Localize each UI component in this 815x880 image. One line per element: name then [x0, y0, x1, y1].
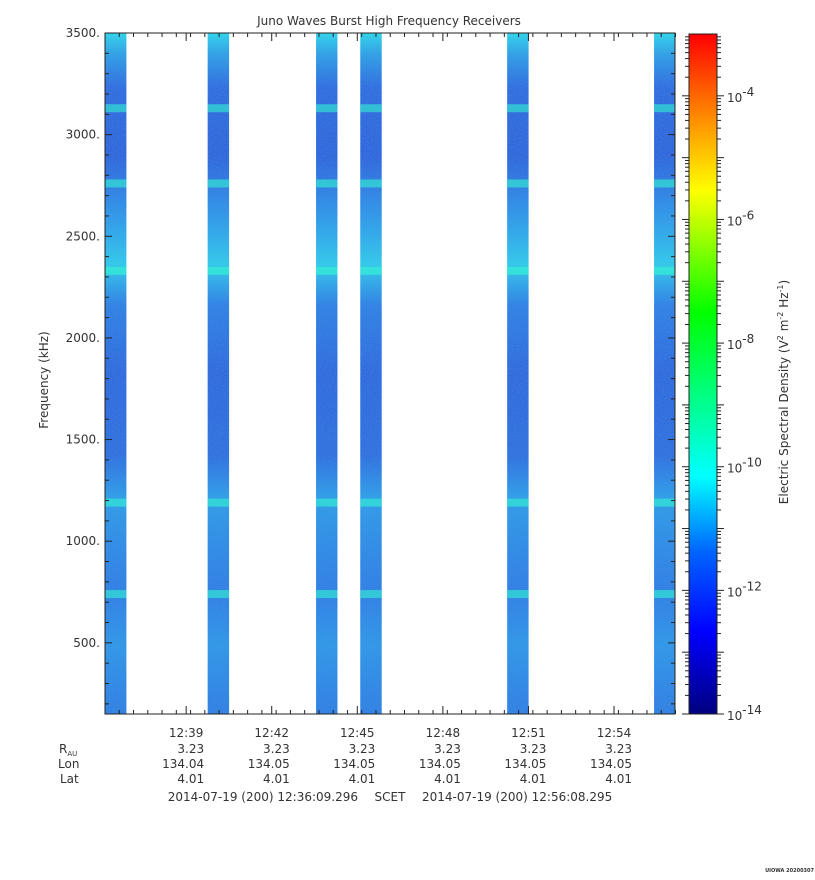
ephemeris-table: RAU Lon Lat 3.23134.044.013.23134.054.01… — [58, 742, 632, 786]
bright-band — [360, 179, 382, 188]
chart-title: Juno Waves Burst High Frequency Receiver… — [256, 14, 521, 28]
lat-label: Lat — [60, 772, 79, 786]
y-tick-label: 2500. — [66, 229, 100, 243]
bright-band — [105, 104, 127, 113]
x-tick-label: 12:48 — [426, 726, 461, 740]
bright-band — [360, 590, 382, 599]
bright-band — [360, 266, 382, 275]
bright-band — [207, 104, 230, 113]
y-tick-label: 500. — [73, 636, 100, 650]
bright-band — [316, 266, 338, 275]
x-tick-label: 12:39 — [169, 726, 204, 740]
y-tick-label: 1000. — [66, 534, 100, 548]
footer-stamp: UIOWA 20200307 — [765, 868, 814, 874]
bright-band — [105, 498, 127, 507]
burst-columns — [105, 33, 675, 714]
bright-bands — [105, 104, 675, 599]
bright-band — [207, 179, 230, 188]
bright-band — [507, 498, 529, 507]
bright-band — [507, 179, 529, 188]
y-tick-label: 3000. — [66, 128, 100, 142]
lon-value: 134.05 — [333, 757, 375, 771]
bright-band — [207, 590, 230, 599]
bright-band — [360, 104, 382, 113]
bright-band — [507, 104, 529, 113]
colorbar — [688, 33, 718, 715]
y-tick-label: 1500. — [66, 433, 100, 447]
bright-band — [507, 266, 529, 275]
x-axis: 12:39 12:42 12:45 12:48 12:51 12:54 — [104, 33, 676, 740]
lon-label: Lon — [58, 757, 79, 771]
lat-value: 4.01 — [434, 772, 461, 786]
colorbar-tick-label: 10-4 — [727, 85, 754, 105]
burst-column — [507, 33, 529, 714]
bright-band — [105, 179, 127, 188]
r-au-value: 3.23 — [434, 742, 461, 756]
bright-band — [316, 590, 338, 599]
burst-column — [316, 33, 338, 714]
colorbar-tick-label: 10-8 — [727, 332, 754, 352]
bright-band — [507, 590, 529, 599]
bright-band — [360, 498, 382, 507]
time-frame-label: SCET — [375, 790, 407, 804]
burst-column — [207, 33, 230, 714]
lon-value: 134.05 — [419, 757, 461, 771]
y-axis: 500. 1000. 1500. 2000. 2500. 3000. 3500. — [66, 26, 675, 705]
lon-value: 134.05 — [248, 757, 290, 771]
r-au-value: 3.23 — [349, 742, 376, 756]
bright-band — [207, 498, 230, 507]
colorbar-tick-label: 10-6 — [727, 208, 754, 228]
r-au-value: 3.23 — [177, 742, 204, 756]
colorbar-tick-label: 10-12 — [727, 579, 762, 599]
y-tick-label: 2000. — [66, 331, 100, 345]
y-tick-label: 3500. — [66, 26, 100, 40]
colorbar-tick-label: 10-14 — [727, 703, 762, 723]
bright-band — [654, 590, 675, 599]
lon-value: 134.05 — [590, 757, 632, 771]
bright-band — [654, 179, 675, 188]
bright-band — [654, 266, 675, 275]
colorbar-label: Electric Spectral Density (V2 m-2 Hz-1) — [776, 280, 791, 504]
r-au-value: 3.23 — [605, 742, 632, 756]
burst-column — [360, 33, 382, 714]
bright-band — [654, 498, 675, 507]
x-tick-label: 12:45 — [340, 726, 375, 740]
colorbar-ticks: 10-4 10-6 10-8 10-10 10-12 10-14 — [682, 36, 762, 723]
burst-column — [105, 33, 127, 714]
x-tick-label: 12:51 — [511, 726, 546, 740]
time-range-start: 2014-07-19 (200) 12:36:09.296 — [168, 790, 358, 804]
plot-frame — [104, 32, 676, 715]
r-au-value: 3.23 — [520, 742, 547, 756]
lat-value: 4.01 — [177, 772, 204, 786]
bright-band — [316, 104, 338, 113]
r-au-value: 3.23 — [263, 742, 290, 756]
lat-value: 4.01 — [520, 772, 547, 786]
bright-band — [654, 104, 675, 113]
colorbar-tick-label: 10-10 — [727, 456, 762, 476]
bright-band — [105, 590, 127, 599]
burst-column — [654, 33, 675, 714]
lat-value: 4.01 — [263, 772, 290, 786]
lon-value: 134.05 — [504, 757, 546, 771]
bright-band — [105, 266, 127, 275]
y-axis-label: Frequency (kHz) — [37, 331, 51, 428]
lat-value: 4.01 — [349, 772, 376, 786]
lat-value: 4.01 — [605, 772, 632, 786]
lon-value: 134.04 — [162, 757, 204, 771]
time-range-end: 2014-07-19 (200) 12:56:08.295 — [422, 790, 612, 804]
x-tick-label: 12:54 — [597, 726, 632, 740]
bright-band — [207, 266, 230, 275]
bright-band — [316, 179, 338, 188]
r-au-label: RAU — [59, 742, 77, 758]
x-tick-label: 12:42 — [254, 726, 289, 740]
bright-band — [316, 498, 338, 507]
